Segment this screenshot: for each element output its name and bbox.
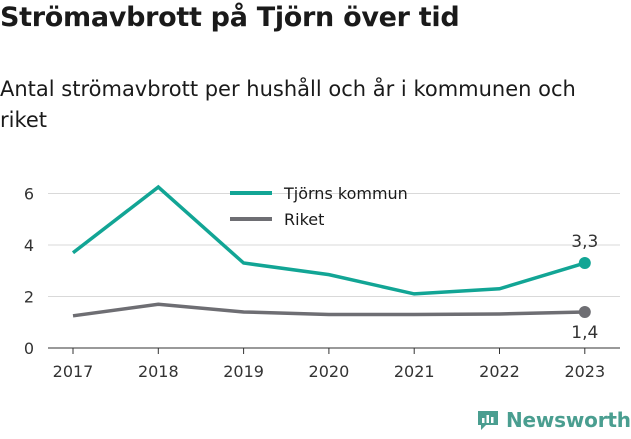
x-tick-label: 2018 [138, 362, 179, 381]
x-tick-label: 2022 [479, 362, 520, 381]
y-tick-label: 2 [24, 288, 34, 307]
x-tick-label: 2023 [564, 362, 605, 381]
y-tick-label: 4 [24, 236, 34, 255]
brand-name: Newsworthy [506, 408, 631, 432]
x-tick-label: 2021 [394, 362, 435, 381]
series-line-tjorn [71, 184, 586, 296]
series-line-riket [72, 302, 585, 318]
brand-logo: Newsworthy [476, 408, 631, 432]
x-tick-label: 2019 [223, 362, 264, 381]
legend-label: Tjörns kommun [283, 184, 408, 203]
line-chart: 0 2 4 6 2017 2018 2019 2020 2021 2022 2023 3,3 1,4 Tj… [24, 184, 620, 381]
chart-subtitle: Antal strömavbrott per hushåll och år i … [0, 77, 576, 132]
y-tick-label: 6 [24, 185, 34, 204]
x-tick-label: 2017 [53, 362, 94, 381]
x-tick-label: 2020 [309, 362, 350, 381]
chart-title: Strömavbrott på Tjörn över tid [0, 2, 460, 33]
newsworthy-logo-icon [478, 411, 498, 430]
end-point-marker [578, 305, 591, 318]
data-label: 1,4 [571, 323, 598, 343]
end-point-marker [578, 257, 591, 270]
data-label: 3,3 [571, 232, 598, 252]
y-tick-label: 0 [24, 339, 34, 358]
legend-label: Riket [284, 210, 324, 229]
